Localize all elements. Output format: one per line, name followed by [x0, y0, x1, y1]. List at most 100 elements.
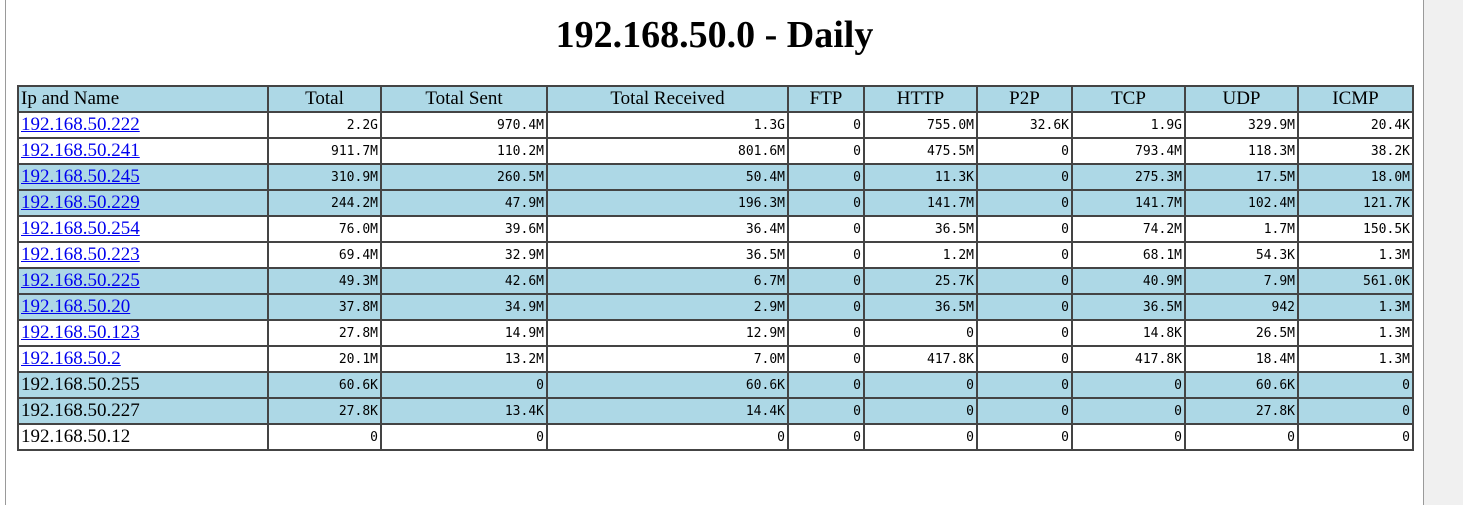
header-ip-and-name: Ip and Name	[19, 87, 269, 113]
icmp-cell: 0	[1299, 373, 1414, 399]
table-row: 192.168.50.255 60.6K 0 60.6K 0 0 0 0 60.6K 0	[19, 373, 1414, 399]
total-sent-cell: 32.9M	[382, 243, 548, 269]
total-cell: 0	[269, 425, 382, 451]
header-total-sent: Total Sent	[382, 87, 548, 113]
http-cell: 0	[865, 321, 978, 347]
p2p-cell: 0	[978, 243, 1073, 269]
table-row: 192.168.50.222 2.2G 970.4M 1.3G 0 755.0M 32.6K…	[19, 113, 1414, 139]
icmp-cell: 1.3M	[1299, 347, 1414, 373]
host-link[interactable]: 192.168.50.20	[21, 296, 131, 317]
total-cell: 69.4M	[269, 243, 382, 269]
total-cell: 911.7M	[269, 139, 382, 165]
ftp-cell: 0	[789, 243, 865, 269]
table-row: 192.168.50.2 20.1M 13.2M 7.0M 0 417.8K 0 417.8K…	[19, 347, 1414, 373]
ip-cell: 192.168.50.227	[19, 399, 269, 425]
total-cell: 76.0M	[269, 217, 382, 243]
tcp-cell: 36.5M	[1073, 295, 1186, 321]
http-cell: 417.8K	[865, 347, 978, 373]
udp-cell: 942	[1186, 295, 1299, 321]
total-received-cell: 14.4K	[548, 399, 789, 425]
table-row: 192.168.50.241 911.7M 110.2M 801.6M 0 475.5M 0…	[19, 139, 1414, 165]
ftp-cell: 0	[789, 425, 865, 451]
host-link[interactable]: 192.168.50.245	[21, 166, 140, 187]
total-sent-cell: 39.6M	[382, 217, 548, 243]
total-cell: 2.2G	[269, 113, 382, 139]
table-row: 192.168.50.229 244.2M 47.9M 196.3M 0 141.7M 0 1…	[19, 191, 1414, 217]
table-row: 192.168.50.245 310.9M 260.5M 50.4M 0 11.3K 0 27…	[19, 165, 1414, 191]
host-link[interactable]: 192.168.50.225	[21, 270, 140, 291]
total-sent-cell: 13.4K	[382, 399, 548, 425]
ip-cell: 192.168.50.254	[19, 217, 269, 243]
ftp-cell: 0	[789, 165, 865, 191]
udp-cell: 18.4M	[1186, 347, 1299, 373]
icmp-cell: 18.0M	[1299, 165, 1414, 191]
total-cell: 27.8K	[269, 399, 382, 425]
header-http: HTTP	[865, 87, 978, 113]
host-link[interactable]: 192.168.50.254	[21, 218, 140, 239]
host-link[interactable]: 192.168.50.241	[21, 140, 140, 161]
total-received-cell: 0	[548, 425, 789, 451]
total-received-cell: 7.0M	[548, 347, 789, 373]
p2p-cell: 0	[978, 139, 1073, 165]
http-cell: 0	[865, 425, 978, 451]
total-cell: 37.8M	[269, 295, 382, 321]
host-link[interactable]: 192.168.50.2	[21, 348, 121, 369]
host-name: 192.168.50.227	[21, 400, 140, 421]
ip-cell: 192.168.50.12	[19, 425, 269, 451]
http-cell: 0	[865, 399, 978, 425]
ftp-cell: 0	[789, 269, 865, 295]
p2p-cell: 0	[978, 347, 1073, 373]
table-row: 192.168.50.12 0 0 0 0 0 0 0 0 0	[19, 425, 1414, 451]
table-row: 192.168.50.227 27.8K 13.4K 14.4K 0 0 0 0 27.8K 0	[19, 399, 1414, 425]
host-name: 192.168.50.12	[21, 426, 131, 447]
http-cell: 11.3K	[865, 165, 978, 191]
icmp-cell: 121.7K	[1299, 191, 1414, 217]
udp-cell: 0	[1186, 425, 1299, 451]
ftp-cell: 0	[789, 347, 865, 373]
page-title: 192.168.50.0 - Daily	[555, 14, 874, 56]
icmp-cell: 561.0K	[1299, 269, 1414, 295]
icmp-cell: 0	[1299, 425, 1414, 451]
header-total-received: Total Received	[548, 87, 789, 113]
http-cell: 36.5M	[865, 217, 978, 243]
host-link[interactable]: 192.168.50.229	[21, 192, 140, 213]
ftp-cell: 0	[789, 373, 865, 399]
ip-cell: 192.168.50.229	[19, 191, 269, 217]
ip-cell: 192.168.50.20	[19, 295, 269, 321]
header-total: Total	[269, 87, 382, 113]
ip-cell: 192.168.50.222	[19, 113, 269, 139]
header-row: Ip and Name Total Total Sent Total Recei…	[19, 87, 1414, 113]
header-udp: UDP	[1186, 87, 1299, 113]
total-sent-cell: 14.9M	[382, 321, 548, 347]
ftp-cell: 0	[789, 113, 865, 139]
icmp-cell: 1.3M	[1299, 243, 1414, 269]
total-sent-cell: 0	[382, 373, 548, 399]
ip-cell: 192.168.50.225	[19, 269, 269, 295]
tcp-cell: 14.8K	[1073, 321, 1186, 347]
host-link[interactable]: 192.168.50.123	[21, 322, 140, 343]
vertical-scrollbar[interactable]	[1424, 0, 1463, 505]
tcp-cell: 68.1M	[1073, 243, 1186, 269]
icmp-cell: 150.5K	[1299, 217, 1414, 243]
tcp-cell: 74.2M	[1073, 217, 1186, 243]
host-link[interactable]: 192.168.50.222	[21, 114, 140, 135]
total-received-cell: 60.6K	[548, 373, 789, 399]
ip-cell: 192.168.50.2	[19, 347, 269, 373]
ftp-cell: 0	[789, 321, 865, 347]
host-link[interactable]: 192.168.50.223	[21, 244, 140, 265]
table-row: 192.168.50.254 76.0M 39.6M 36.4M 0 36.5M 0 74.2…	[19, 217, 1414, 243]
total-received-cell: 196.3M	[548, 191, 789, 217]
udp-cell: 60.6K	[1186, 373, 1299, 399]
total-cell: 27.8M	[269, 321, 382, 347]
total-cell: 20.1M	[269, 347, 382, 373]
http-cell: 36.5M	[865, 295, 978, 321]
ip-cell: 192.168.50.241	[19, 139, 269, 165]
page-right-border	[1423, 0, 1424, 505]
total-sent-cell: 42.6M	[382, 269, 548, 295]
udp-cell: 27.8K	[1186, 399, 1299, 425]
ftp-cell: 0	[789, 191, 865, 217]
total-received-cell: 36.4M	[548, 217, 789, 243]
tcp-cell: 0	[1073, 425, 1186, 451]
total-sent-cell: 34.9M	[382, 295, 548, 321]
